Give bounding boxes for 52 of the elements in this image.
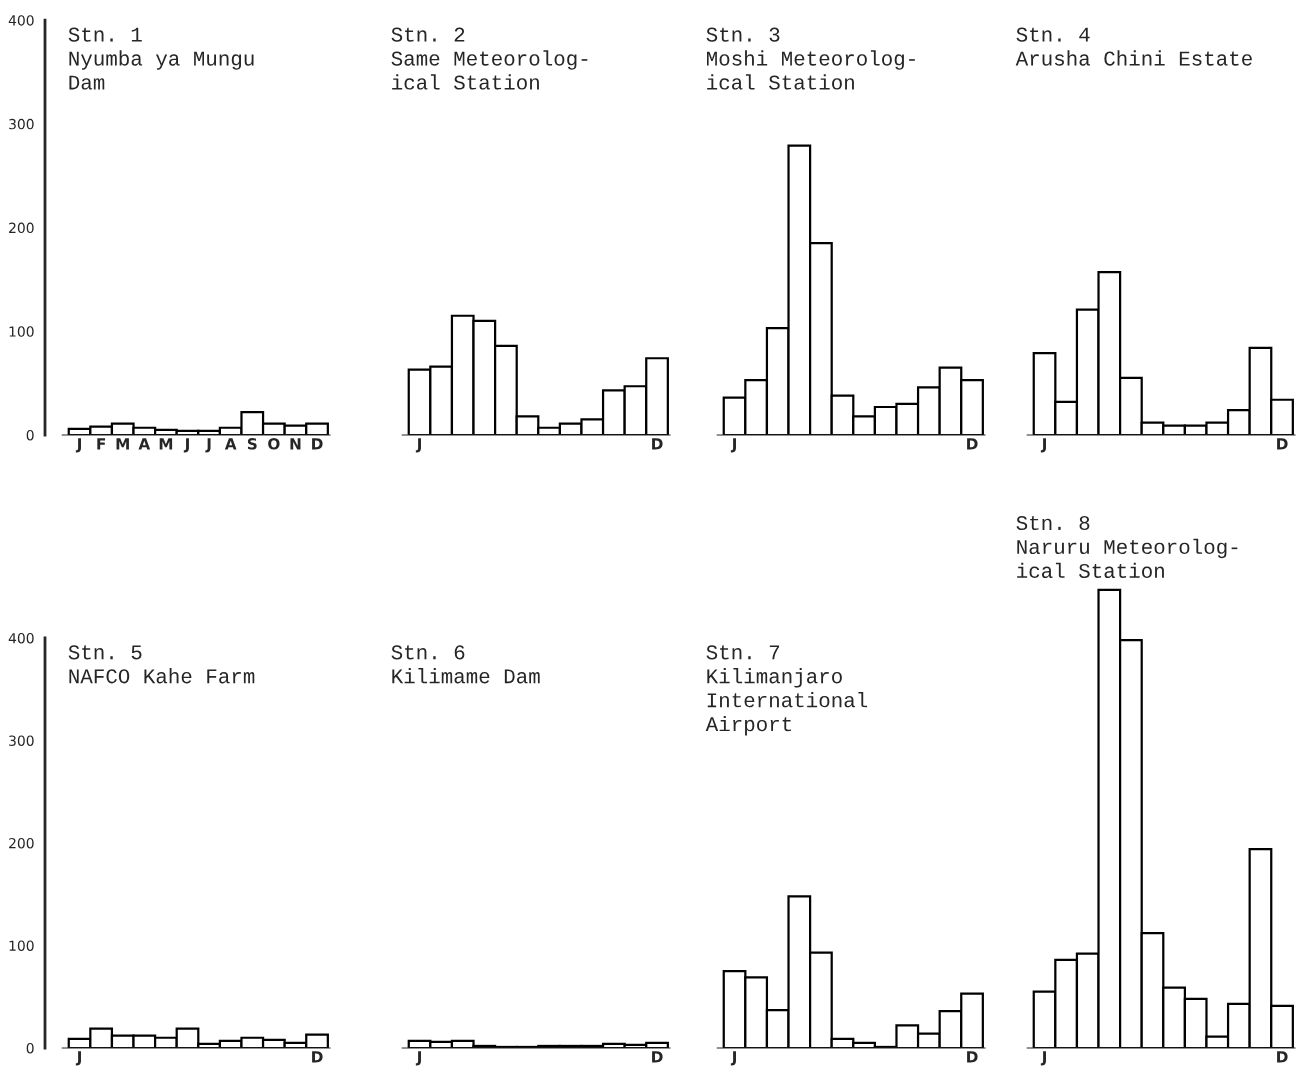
y-tick-label: 300 <box>9 735 34 746</box>
y-tick-label: 100 <box>9 326 34 337</box>
x-tick-label: J <box>1040 1051 1046 1066</box>
x-tick-label: D <box>652 438 663 450</box>
chart-title: Stn. 6 <box>391 645 465 660</box>
x-tick-label: J <box>730 1051 736 1066</box>
chart-title: Stn. 8 <box>1016 515 1090 531</box>
x-tick-label: D <box>312 1051 323 1063</box>
x-tick-label: J <box>183 438 189 453</box>
x-tick-label: J <box>415 438 421 453</box>
chart-title: Stn. 2 <box>391 27 465 42</box>
y-tick-label: 0 <box>26 1042 34 1054</box>
x-tick-label: N <box>290 438 301 450</box>
x-tick-label: D <box>967 438 978 450</box>
x-tick-label: D <box>652 1051 663 1063</box>
text: Arusha Chini Estate <box>1015 50 1252 66</box>
chart-title: Stn. 4 <box>1016 27 1090 42</box>
text: Kilimanjaro International Airport <box>705 668 868 736</box>
x-tick-label: D <box>1277 438 1288 450</box>
text: Same Meteorolog- ical Station <box>391 50 588 90</box>
x-tick-label: J <box>730 438 736 453</box>
chart-subtitle: Naruru Meteorolog- ical Station <box>1017 538 1238 579</box>
chart-title: Stn. 5 <box>68 645 142 660</box>
y-tick-label: 200 <box>9 837 34 849</box>
x-tick-label: D <box>967 1051 978 1063</box>
chart-title: Stn. 3 <box>706 27 780 42</box>
x-tick-label: A <box>138 438 151 450</box>
text: Kilimame Dam <box>392 668 540 684</box>
x-tick-label: J <box>1040 438 1046 453</box>
x-tick-label: J <box>75 438 81 453</box>
x-tick-label: S <box>247 438 257 450</box>
text: Moshi Meteorolog- ical Station <box>707 50 915 90</box>
text: Nyumba ya Mungu Dam <box>69 50 254 90</box>
y-tick-label: 300 <box>9 118 34 130</box>
x-tick-label: J <box>415 1051 421 1066</box>
y-tick-label: 400 <box>8 632 34 644</box>
y-tick-label: 0 <box>26 429 34 441</box>
chart-title: Stn. 7 <box>706 645 780 660</box>
x-tick-label: F <box>97 438 106 450</box>
text: NAFCO Kahe Farm <box>69 668 255 684</box>
x-tick-label: D <box>1277 1051 1288 1063</box>
x-tick-label: A <box>224 438 237 450</box>
x-tick-label: D <box>312 438 323 450</box>
y-tick-label: 400 <box>8 15 34 26</box>
y-tick-label: 100 <box>9 940 34 951</box>
chart-title: Stn. 1 <box>68 27 142 42</box>
x-tick-label: O <box>268 438 280 450</box>
y-tick-label: 200 <box>9 222 34 234</box>
x-tick-label: J <box>75 1051 81 1066</box>
x-tick-label: M <box>116 438 129 450</box>
x-tick-label: M <box>159 438 173 450</box>
x-tick-label: J <box>205 438 211 453</box>
